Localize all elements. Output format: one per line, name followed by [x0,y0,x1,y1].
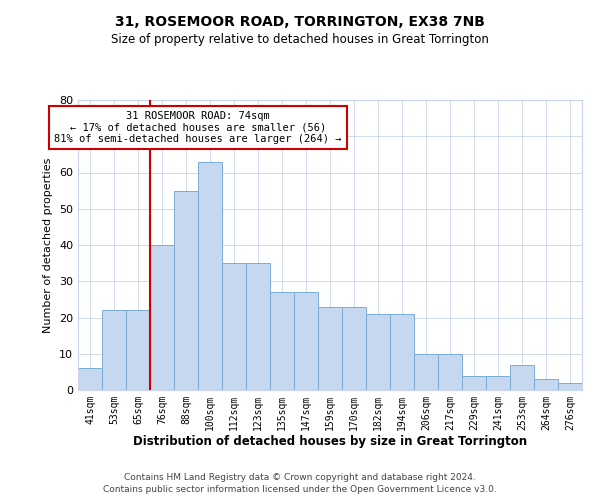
Bar [246,263,270,390]
Bar [438,354,462,390]
Bar [534,379,558,390]
Bar [390,314,414,390]
Bar [558,383,582,390]
Bar [318,306,342,390]
Bar [486,376,510,390]
Text: 31 ROSEMOOR ROAD: 74sqm
← 17% of detached houses are smaller (56)
81% of semi-de: 31 ROSEMOOR ROAD: 74sqm ← 17% of detache… [54,111,342,144]
Bar [150,245,174,390]
Text: Distribution of detached houses by size in Great Torrington: Distribution of detached houses by size … [133,435,527,448]
Bar [198,162,222,390]
Bar [270,292,294,390]
Text: 31, ROSEMOOR ROAD, TORRINGTON, EX38 7NB: 31, ROSEMOOR ROAD, TORRINGTON, EX38 7NB [115,15,485,29]
Bar [294,292,318,390]
Text: Contains HM Land Registry data © Crown copyright and database right 2024.: Contains HM Land Registry data © Crown c… [124,472,476,482]
Bar [78,368,102,390]
Bar [414,354,438,390]
Bar [174,190,198,390]
Bar [126,310,150,390]
Y-axis label: Number of detached properties: Number of detached properties [43,158,53,332]
Bar [366,314,390,390]
Text: Contains public sector information licensed under the Open Government Licence v3: Contains public sector information licen… [103,485,497,494]
Bar [102,310,126,390]
Bar [222,263,246,390]
Bar [342,306,366,390]
Bar [510,364,534,390]
Text: Size of property relative to detached houses in Great Torrington: Size of property relative to detached ho… [111,32,489,46]
Bar [462,376,486,390]
